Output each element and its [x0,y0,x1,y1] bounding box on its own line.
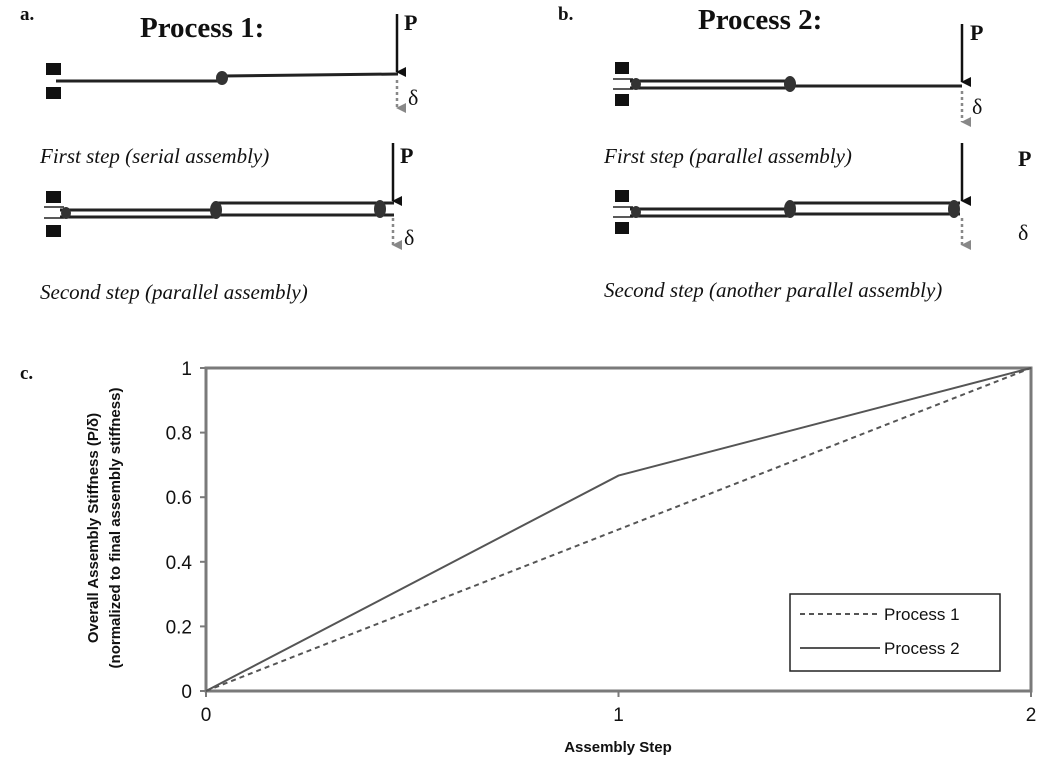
panel-a-step1-beam [46,63,399,99]
panel-b-caption-step2: Second step (another parallel assembly) [604,278,943,302]
panel-b-deflection-symbol-2: δ [1018,220,1029,245]
panel-b-step2-beam [613,190,960,234]
panel-a-deflection-symbol-2: δ [404,225,415,250]
panel-b-load-symbol-2: P [1018,146,1032,171]
y-axis-label-line2: (normalized to final assembly stiffness) [107,388,124,669]
series-line-process-2 [205,367,1032,692]
legend: Process 1 Process 2 [789,593,1001,672]
x-tick-label: 2 [1026,705,1037,726]
panel-a-title: Process 1: [140,12,265,44]
panel-a-caption-step1: First step (serial assembly) [40,144,270,168]
panel-b-deflection-symbol-1: δ [972,94,983,119]
x-axis-label: Assembly Step [564,739,672,756]
panel-a-caption-step2: Second step (parallel assembly) [40,280,308,304]
y-tick-label: 0.8 [166,424,192,445]
y-tick-label: 0.2 [166,617,192,638]
x-tick-label: 0 [201,705,212,726]
series-line-process-1 [205,367,1032,692]
panel-a-label: a. [20,4,35,25]
panel-b-load-symbol-1: P [970,20,984,45]
panel-b-caption-step1: First step (parallel assembly) [604,144,852,168]
panel-b-label: b. [558,4,574,25]
legend-label-process-1: Process 1 [884,605,960,624]
x-tick-label: 1 [613,705,624,726]
panel-a-deflection-symbol-1: δ [408,85,419,110]
y-tick-label: 0 [181,682,192,703]
panel-b-step1-beam [613,62,962,106]
y-tick-label: 0.6 [166,488,192,509]
panel-a-load-symbol-2: P [400,143,414,168]
assembly-diagrams [44,14,971,250]
legend-box [789,593,1001,672]
panel-c-label: c. [20,363,34,384]
panel-a-load-symbol-1: P [404,10,418,35]
panel-a-step2-beam [44,191,394,237]
y-tick-label: 0.4 [166,553,193,574]
legend-label-process-2: Process 2 [884,639,960,658]
y-tick-label: 1 [181,359,192,380]
y-axis-label-line1: Overall Assembly Stiffness (P/δ) [85,413,102,643]
panel-b-title: Process 2: [698,4,823,36]
